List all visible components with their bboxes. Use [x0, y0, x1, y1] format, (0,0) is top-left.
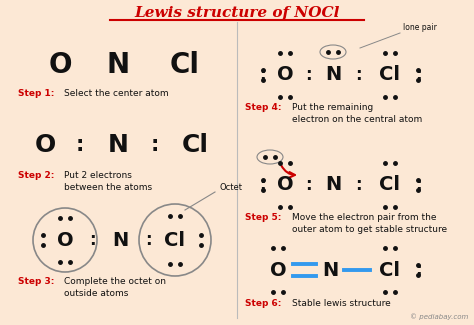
Text: Stable lewis structure: Stable lewis structure [292, 298, 391, 307]
Text: Cl: Cl [380, 66, 401, 84]
Text: Step 3:: Step 3: [18, 278, 55, 287]
Text: :: : [259, 66, 265, 84]
Text: N: N [108, 133, 128, 157]
Text: Complete the octet on: Complete the octet on [64, 278, 166, 287]
Text: Step 5:: Step 5: [245, 213, 282, 222]
Text: :: : [355, 176, 361, 194]
Text: electron on the central atom: electron on the central atom [292, 114, 422, 124]
Text: lone pair: lone pair [403, 23, 437, 32]
Text: Step 6:: Step 6: [245, 298, 282, 307]
Text: Cl: Cl [164, 230, 185, 250]
Text: O: O [48, 51, 72, 79]
Text: N: N [325, 66, 341, 84]
Text: O: O [270, 261, 286, 280]
Text: © pediabay.com: © pediabay.com [410, 313, 468, 320]
Text: :: : [145, 231, 151, 249]
Text: Cl: Cl [182, 133, 209, 157]
Text: :: : [355, 66, 361, 84]
Text: :: : [76, 135, 84, 155]
Text: between the atoms: between the atoms [64, 183, 152, 191]
Text: Cl: Cl [170, 51, 200, 79]
Text: :: : [305, 176, 311, 194]
Text: :: : [305, 66, 311, 84]
Text: :: : [415, 176, 421, 194]
Text: Move the electron pair from the: Move the electron pair from the [292, 213, 437, 222]
Text: Lewis structure of NOCl: Lewis structure of NOCl [134, 6, 340, 20]
Text: :: : [259, 176, 265, 194]
Text: O: O [35, 133, 55, 157]
Text: O: O [57, 230, 73, 250]
Text: O: O [277, 66, 293, 84]
Text: Cl: Cl [380, 176, 401, 194]
Text: Put the remaining: Put the remaining [292, 102, 373, 111]
Text: outside atoms: outside atoms [64, 290, 128, 298]
Text: N: N [112, 230, 128, 250]
Text: :: : [415, 66, 421, 84]
Text: N: N [325, 176, 341, 194]
Text: Put 2 electrons: Put 2 electrons [64, 171, 132, 179]
Text: Octet: Octet [220, 184, 243, 192]
Text: Cl: Cl [380, 261, 401, 280]
Text: :: : [415, 261, 421, 279]
Text: Select the center atom: Select the center atom [64, 88, 169, 98]
Text: Step 4:: Step 4: [245, 102, 282, 111]
Text: Step 2:: Step 2: [18, 171, 55, 179]
Text: :: : [89, 231, 95, 249]
Text: O: O [277, 176, 293, 194]
Text: N: N [107, 51, 129, 79]
Text: :: : [151, 135, 159, 155]
Text: N: N [322, 261, 338, 280]
Text: outer atom to get stable structure: outer atom to get stable structure [292, 225, 447, 233]
Text: Step 1:: Step 1: [18, 88, 55, 98]
